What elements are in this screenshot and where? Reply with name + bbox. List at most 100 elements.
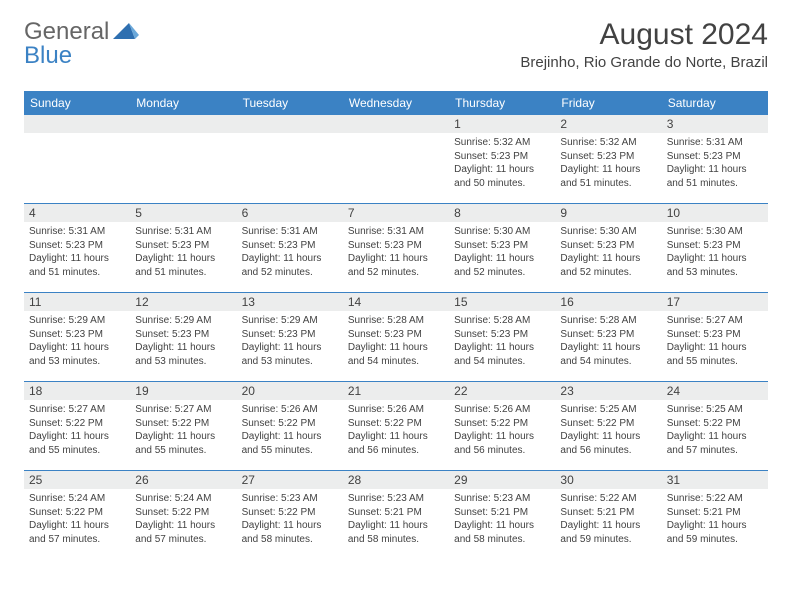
daylight-text: Daylight: 11 hours and 58 minutes. (242, 519, 338, 546)
day-details: Sunrise: 5:28 AMSunset: 5:23 PMDaylight:… (555, 311, 661, 372)
day-cell (343, 115, 449, 203)
day-cell: 19Sunrise: 5:27 AMSunset: 5:22 PMDayligh… (130, 382, 236, 470)
daylight-text: Daylight: 11 hours and 53 minutes. (242, 341, 338, 368)
month-title: August 2024 (520, 18, 768, 52)
day-number: 10 (662, 204, 768, 222)
day-number: 24 (662, 382, 768, 400)
sunrise-text: Sunrise: 5:23 AM (348, 492, 444, 506)
daylight-text: Daylight: 11 hours and 55 minutes. (135, 430, 231, 457)
day-number: 31 (662, 471, 768, 489)
day-cell: 26Sunrise: 5:24 AMSunset: 5:22 PMDayligh… (130, 471, 236, 559)
daylight-text: Daylight: 11 hours and 57 minutes. (667, 430, 763, 457)
weekday-wednesday: Wednesday (343, 91, 449, 115)
day-number: 15 (449, 293, 555, 311)
day-cell: 12Sunrise: 5:29 AMSunset: 5:23 PMDayligh… (130, 293, 236, 381)
day-number: 23 (555, 382, 661, 400)
day-details: Sunrise: 5:23 AMSunset: 5:22 PMDaylight:… (237, 489, 343, 550)
sunset-text: Sunset: 5:23 PM (135, 328, 231, 342)
day-cell: 27Sunrise: 5:23 AMSunset: 5:22 PMDayligh… (237, 471, 343, 559)
sunset-text: Sunset: 5:22 PM (242, 506, 338, 520)
daylight-text: Daylight: 11 hours and 54 minutes. (560, 341, 656, 368)
day-number: 14 (343, 293, 449, 311)
day-details: Sunrise: 5:22 AMSunset: 5:21 PMDaylight:… (662, 489, 768, 550)
sunset-text: Sunset: 5:23 PM (242, 328, 338, 342)
day-cell: 14Sunrise: 5:28 AMSunset: 5:23 PMDayligh… (343, 293, 449, 381)
sunset-text: Sunset: 5:23 PM (667, 150, 763, 164)
sunset-text: Sunset: 5:23 PM (29, 239, 125, 253)
day-cell: 9Sunrise: 5:30 AMSunset: 5:23 PMDaylight… (555, 204, 661, 292)
day-cell: 23Sunrise: 5:25 AMSunset: 5:22 PMDayligh… (555, 382, 661, 470)
day-details: Sunrise: 5:26 AMSunset: 5:22 PMDaylight:… (449, 400, 555, 461)
sunrise-text: Sunrise: 5:22 AM (667, 492, 763, 506)
sunrise-text: Sunrise: 5:29 AM (242, 314, 338, 328)
day-details: Sunrise: 5:25 AMSunset: 5:22 PMDaylight:… (662, 400, 768, 461)
day-cell: 8Sunrise: 5:30 AMSunset: 5:23 PMDaylight… (449, 204, 555, 292)
sunrise-text: Sunrise: 5:27 AM (135, 403, 231, 417)
daylight-text: Daylight: 11 hours and 51 minutes. (135, 252, 231, 279)
sunrise-text: Sunrise: 5:30 AM (667, 225, 763, 239)
day-details: Sunrise: 5:22 AMSunset: 5:21 PMDaylight:… (555, 489, 661, 550)
sunset-text: Sunset: 5:23 PM (560, 239, 656, 253)
sunset-text: Sunset: 5:22 PM (348, 417, 444, 431)
day-details: Sunrise: 5:26 AMSunset: 5:22 PMDaylight:… (343, 400, 449, 461)
day-number: 5 (130, 204, 236, 222)
day-number: 2 (555, 115, 661, 133)
sunset-text: Sunset: 5:23 PM (454, 150, 550, 164)
sunset-text: Sunset: 5:23 PM (242, 239, 338, 253)
day-details: Sunrise: 5:30 AMSunset: 5:23 PMDaylight:… (449, 222, 555, 283)
day-number (24, 115, 130, 133)
day-cell: 28Sunrise: 5:23 AMSunset: 5:21 PMDayligh… (343, 471, 449, 559)
day-details: Sunrise: 5:27 AMSunset: 5:22 PMDaylight:… (24, 400, 130, 461)
weekday-header-row: Sunday Monday Tuesday Wednesday Thursday… (24, 91, 768, 115)
day-number: 29 (449, 471, 555, 489)
weekday-thursday: Thursday (449, 91, 555, 115)
weekday-monday: Monday (130, 91, 236, 115)
day-number: 19 (130, 382, 236, 400)
sunrise-text: Sunrise: 5:25 AM (667, 403, 763, 417)
sunset-text: Sunset: 5:22 PM (242, 417, 338, 431)
daylight-text: Daylight: 11 hours and 50 minutes. (454, 163, 550, 190)
sunrise-text: Sunrise: 5:31 AM (29, 225, 125, 239)
sunrise-text: Sunrise: 5:28 AM (560, 314, 656, 328)
sunset-text: Sunset: 5:21 PM (348, 506, 444, 520)
day-number: 28 (343, 471, 449, 489)
sunset-text: Sunset: 5:22 PM (29, 506, 125, 520)
day-cell: 17Sunrise: 5:27 AMSunset: 5:23 PMDayligh… (662, 293, 768, 381)
weekday-saturday: Saturday (662, 91, 768, 115)
day-details: Sunrise: 5:31 AMSunset: 5:23 PMDaylight:… (343, 222, 449, 283)
sunset-text: Sunset: 5:23 PM (560, 328, 656, 342)
day-number: 6 (237, 204, 343, 222)
sunrise-text: Sunrise: 5:31 AM (135, 225, 231, 239)
weeks-container: 1Sunrise: 5:32 AMSunset: 5:23 PMDaylight… (24, 115, 768, 559)
day-cell: 2Sunrise: 5:32 AMSunset: 5:23 PMDaylight… (555, 115, 661, 203)
day-number: 22 (449, 382, 555, 400)
daylight-text: Daylight: 11 hours and 58 minutes. (454, 519, 550, 546)
day-details: Sunrise: 5:23 AMSunset: 5:21 PMDaylight:… (449, 489, 555, 550)
day-number (237, 115, 343, 133)
day-number: 18 (24, 382, 130, 400)
day-details: Sunrise: 5:29 AMSunset: 5:23 PMDaylight:… (237, 311, 343, 372)
day-details: Sunrise: 5:31 AMSunset: 5:23 PMDaylight:… (130, 222, 236, 283)
sunrise-text: Sunrise: 5:26 AM (454, 403, 550, 417)
sunset-text: Sunset: 5:23 PM (560, 150, 656, 164)
day-details: Sunrise: 5:25 AMSunset: 5:22 PMDaylight:… (555, 400, 661, 461)
day-number (343, 115, 449, 133)
daylight-text: Daylight: 11 hours and 52 minutes. (242, 252, 338, 279)
sunrise-text: Sunrise: 5:26 AM (242, 403, 338, 417)
location-text: Brejinho, Rio Grande do Norte, Brazil (520, 54, 768, 71)
sunrise-text: Sunrise: 5:24 AM (29, 492, 125, 506)
sunset-text: Sunset: 5:22 PM (454, 417, 550, 431)
sunrise-text: Sunrise: 5:25 AM (560, 403, 656, 417)
day-details: Sunrise: 5:24 AMSunset: 5:22 PMDaylight:… (24, 489, 130, 550)
daylight-text: Daylight: 11 hours and 54 minutes. (348, 341, 444, 368)
weekday-sunday: Sunday (24, 91, 130, 115)
day-details: Sunrise: 5:29 AMSunset: 5:23 PMDaylight:… (24, 311, 130, 372)
week-row: 18Sunrise: 5:27 AMSunset: 5:22 PMDayligh… (24, 382, 768, 471)
sunrise-text: Sunrise: 5:29 AM (135, 314, 231, 328)
day-details: Sunrise: 5:24 AMSunset: 5:22 PMDaylight:… (130, 489, 236, 550)
brand-text-blue: Blue (24, 42, 72, 69)
weekday-friday: Friday (555, 91, 661, 115)
day-cell: 24Sunrise: 5:25 AMSunset: 5:22 PMDayligh… (662, 382, 768, 470)
day-details: Sunrise: 5:27 AMSunset: 5:22 PMDaylight:… (130, 400, 236, 461)
sunrise-text: Sunrise: 5:29 AM (29, 314, 125, 328)
